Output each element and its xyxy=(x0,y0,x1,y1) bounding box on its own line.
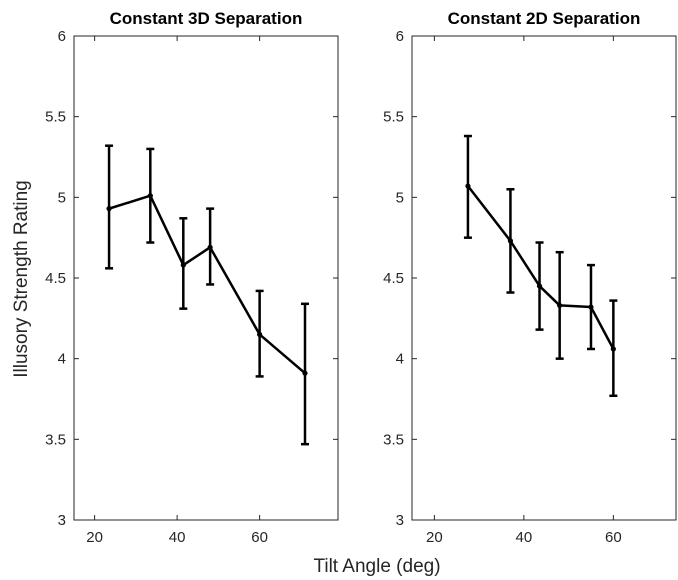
x-tick-label-3d: 40 xyxy=(169,529,186,546)
x-tick-label-2d: 20 xyxy=(426,529,443,546)
data-point-2d xyxy=(507,238,514,244)
y-tick-label-3d: 3.5 xyxy=(45,431,66,448)
y-tick-label-2d: 3 xyxy=(396,512,404,529)
series-line-2d xyxy=(466,185,615,350)
y-tick-label-3d: 5 xyxy=(58,189,66,206)
x-tick-label-3d: 60 xyxy=(251,529,268,546)
x-tick-label-2d: 60 xyxy=(605,529,622,546)
data-point-3d xyxy=(147,193,153,199)
x-axis-label: Tilt Angle (deg) xyxy=(313,556,440,577)
y-tick-label-3d: 6 xyxy=(58,28,66,45)
axes-frame-2d xyxy=(411,35,677,521)
y-tick-label-2d: 3.5 xyxy=(383,431,404,448)
y-axis-label: Illusory Strength Rating xyxy=(11,180,32,378)
panel-constant-2d: Constant 2D Separation 3 3.5 4 4.5 5 5.5 6 20 40 6… xyxy=(383,9,677,546)
data-point-2d xyxy=(557,302,563,309)
x-tick-label-3d: 20 xyxy=(86,529,103,546)
x-tick-label-2d: 40 xyxy=(516,529,533,546)
y-tick-label-2d: 4 xyxy=(396,351,404,368)
data-point-3d xyxy=(207,244,213,250)
data-point-3d xyxy=(257,331,263,338)
series-line-3d xyxy=(108,194,306,375)
data-point-3d xyxy=(180,262,186,268)
y-tick-label-3d: 4.5 xyxy=(45,270,66,287)
y-tick-label-2d: 6 xyxy=(396,28,404,45)
chart-title-3d: Constant 3D Separation xyxy=(110,9,303,28)
y-tick-label-3d: 5.5 xyxy=(45,109,66,126)
y-tick-label-3d: 3 xyxy=(58,512,66,529)
y-tick-label-3d: 4 xyxy=(58,351,66,368)
data-point-3d xyxy=(106,206,112,212)
data-point-2d xyxy=(465,183,471,189)
y-tick-label-2d: 5.5 xyxy=(383,109,404,126)
axes-frame-3d xyxy=(73,35,339,521)
data-point-2d xyxy=(588,304,594,310)
y-tick-label-2d: 4.5 xyxy=(383,270,404,287)
data-point-2d xyxy=(536,283,543,289)
data-point-2d xyxy=(610,346,616,352)
data-point-3d xyxy=(302,370,308,376)
panel-constant-3d: Constant 3D Separation 3 3.5 4 4.5 5 5.5 6 20 40 6… xyxy=(45,9,339,546)
y-tick-label-2d: 5 xyxy=(396,189,404,206)
chart-title-2d: Constant 2D Separation xyxy=(448,9,641,28)
